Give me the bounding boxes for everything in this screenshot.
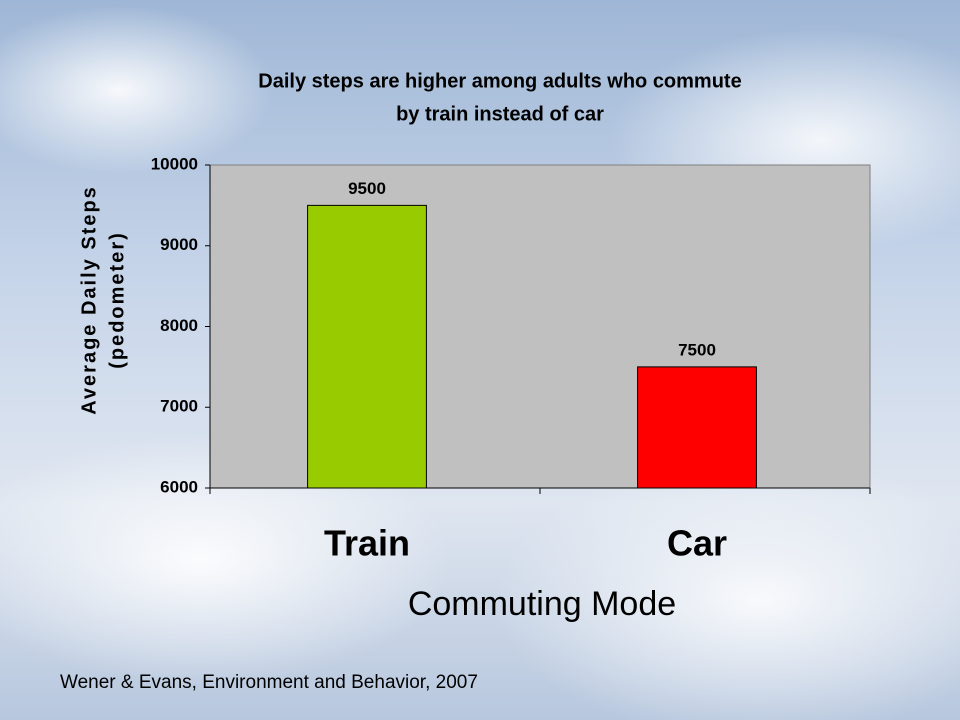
bar bbox=[307, 204, 427, 489]
bar bbox=[637, 366, 757, 489]
y-tick-label: 7000 bbox=[160, 397, 198, 416]
chart-title: Daily steps are higher among adults who … bbox=[258, 70, 741, 92]
chart-title: by train instead of car bbox=[396, 103, 604, 125]
y-tick-label: 6000 bbox=[160, 477, 198, 496]
source: Wener & Evans, Environment and Behavior,… bbox=[60, 672, 478, 693]
data-label: 9500 bbox=[348, 179, 386, 198]
y-axis-label: (pedometer) bbox=[106, 231, 128, 369]
data-label: 7500 bbox=[678, 340, 716, 359]
x-tick-label: Car bbox=[667, 523, 727, 564]
y-tick-label: 9000 bbox=[160, 235, 198, 254]
y-tick-label: 8000 bbox=[160, 316, 198, 335]
y-axis-label: Average Daily Steps bbox=[78, 185, 100, 415]
y-tick-label: 10000 bbox=[151, 154, 198, 173]
x-tick-label: Train bbox=[324, 523, 410, 564]
x-axis-label: Commuting Mode bbox=[408, 585, 676, 623]
